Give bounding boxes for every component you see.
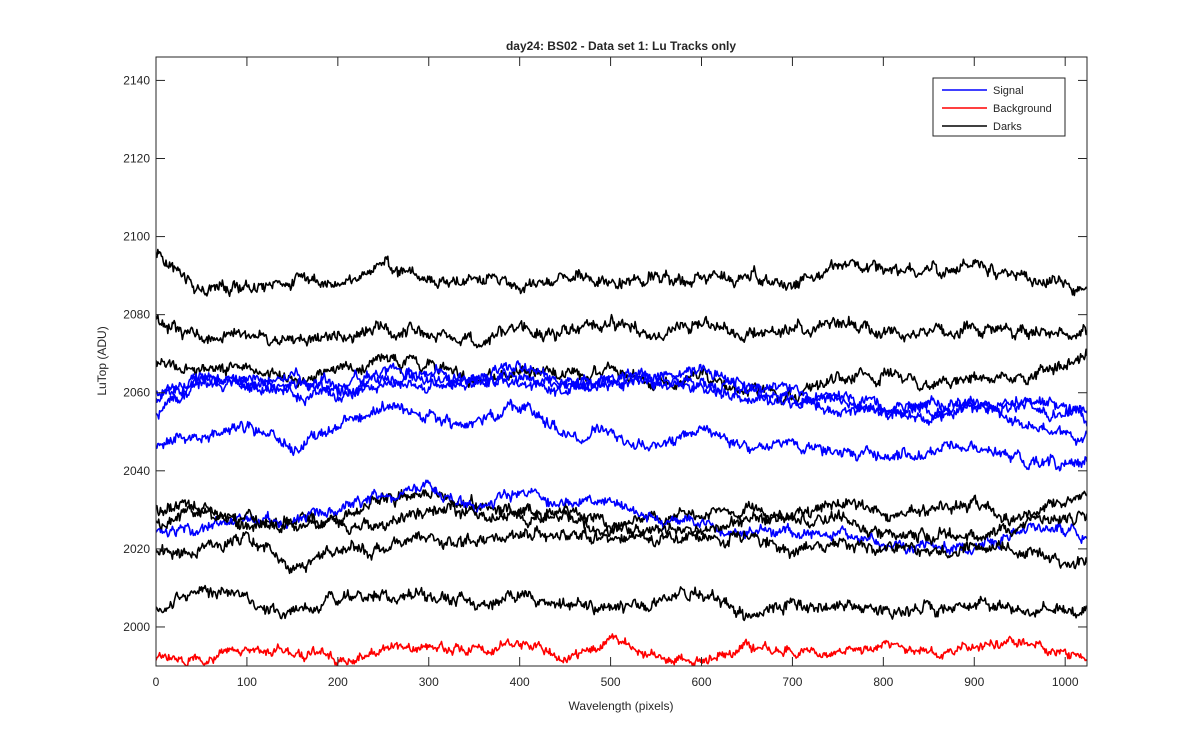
legend-label: Darks (993, 121, 1022, 133)
x-axis-label: Wavelength (pixels) (569, 699, 674, 713)
y-tick-label: 2000 (123, 620, 150, 634)
y-tick-label: 2080 (123, 308, 150, 322)
x-tick-label: 600 (691, 675, 711, 689)
series-line-background-13 (156, 633, 1087, 666)
x-tick-label: 100 (237, 675, 257, 689)
plot-area-frame (155, 56, 1088, 667)
y-tick-label: 2060 (123, 386, 150, 400)
chart-title: day24: BS02 - Data set 1: Lu Tracks only (506, 39, 736, 53)
x-tick-label: 400 (510, 675, 530, 689)
y-tick-label: 2040 (123, 464, 150, 478)
series-line-signal-7 (156, 398, 1087, 472)
series-line-darks-10 (156, 500, 1087, 546)
series-line-darks-12 (156, 584, 1087, 622)
series-line-signal-6 (156, 362, 1087, 421)
x-tick-label: 1000 (1052, 675, 1079, 689)
series-line-signal-5 (156, 360, 1087, 446)
legend-entries: Signal Background Darks (942, 85, 1052, 133)
x-axis: 0 100 200 300 400 500 600 700 800 900 1000 (153, 57, 1079, 689)
x-tick-label: 200 (328, 675, 348, 689)
x-tick-label: 800 (873, 675, 893, 689)
legend-label: Background (993, 103, 1052, 115)
y-axis-label: LuTop (ADU) (95, 326, 109, 395)
x-tick-label: 300 (419, 675, 439, 689)
x-tick-label: 700 (782, 675, 802, 689)
x-tick-label: 0 (153, 675, 160, 689)
series-line-darks-2 (156, 313, 1087, 349)
y-axis: 2000 2020 2040 2060 2080 2100 2120 2140 (123, 73, 1087, 634)
legend: Signal Background Darks (932, 77, 1066, 137)
x-tick-label: 900 (964, 675, 984, 689)
y-tick-label: 2020 (123, 542, 150, 556)
x-tick-label: 500 (601, 675, 621, 689)
legend-label: Signal (993, 85, 1024, 97)
series-line-darks-11 (156, 525, 1087, 575)
series-line-darks-1 (156, 248, 1087, 298)
y-tick-label: 2140 (123, 73, 150, 87)
y-tick-label: 2120 (123, 152, 150, 166)
series-layer (156, 248, 1087, 666)
y-tick-label: 2100 (123, 230, 150, 244)
